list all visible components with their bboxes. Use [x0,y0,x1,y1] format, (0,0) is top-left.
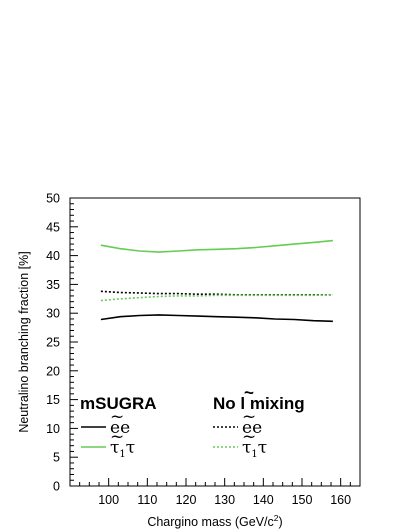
x-axis-title: Chargino mass (GeV/c2) [147,513,282,529]
legend-msugra-ee-label: ee [110,418,130,438]
series-line-1 [100,239,333,253]
x-tick-label: 130 [214,493,235,507]
x-tick-label: 110 [137,493,157,507]
y-axis-title: Neutralino branching fraction [%] [17,251,31,432]
y-tick-label: 35 [46,278,60,292]
tilde-mark: ~ [242,407,256,427]
x-tick-label: 160 [330,493,351,507]
x-tick-label: 100 [98,493,119,507]
x-tick-label: 120 [176,493,197,507]
legend-msugra-tau-label: τ1τ [110,438,135,460]
y-axis-ticks: 0 5 10 15 20 25 30 35 40 45 50 [46,192,78,494]
legend-msugra-title: mSUGRA [80,394,157,413]
tilde-mark: ~ [242,427,256,447]
y-tick-label: 15 [46,393,60,407]
legend-no-mixing-tau-label: τ1τ [242,438,267,460]
y-tick-label: 40 [46,249,60,263]
y-tick-label: 5 [53,451,60,465]
tilde-mark: ~ [110,427,124,447]
x-axis-ticks: 100 110 120 130 140 150 160 [79,478,361,507]
series-line-3 [100,294,333,302]
legend-no-mixing: No l mixing ~ ee ~ τ1τ ~ [213,383,305,460]
legend-msugra: mSUGRA ee ~ τ1τ ~ [80,394,157,460]
series-line-2 [100,290,333,296]
series-lines [100,239,333,323]
tilde-mark: ~ [110,407,124,427]
tilde-mark: ~ [244,383,254,402]
x-tick-label: 150 [292,493,313,507]
series-line-0 [100,314,333,323]
y-tick-label: 0 [53,480,60,494]
legend-no-mixing-ee-label: ee [242,418,262,438]
y-tick-label: 30 [46,307,60,321]
y-tick-label: 50 [46,192,60,206]
y-tick-label: 20 [46,364,60,378]
legend-no-mixing-title: No l mixing [213,394,305,413]
y-tick-label: 45 [46,220,60,234]
y-tick-label: 10 [46,422,60,436]
y-tick-label: 25 [46,336,60,350]
x-tick-label: 140 [253,493,274,507]
